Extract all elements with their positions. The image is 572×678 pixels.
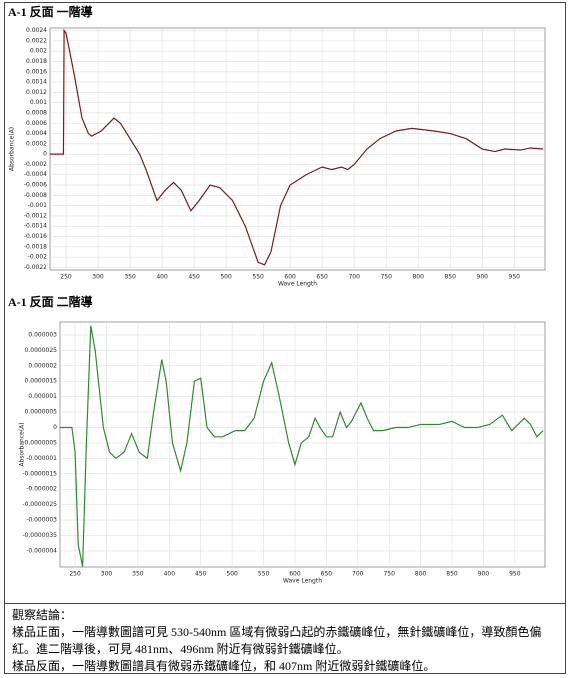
notes-paragraph: 樣品反面，一階導數圖譜具有微弱赤鐵礦峰位，和 407nm 附近微弱針鐵礦峰位。 [12,659,436,673]
notes-heading: 觀察結論： [12,608,73,622]
x-tick-label: 600 [289,571,301,578]
y-tick-label: -0.0002 [24,161,47,168]
y-tick-label: -0.0000015 [22,470,57,477]
x-tick-label: 550 [252,274,264,281]
y-tick-label: -0.000001 [26,455,57,462]
y-tick-label: 0.000003 [28,331,57,338]
y-tick-label: -0.0012 [24,212,47,219]
y-tick-label: 0.0002 [26,140,47,147]
y-tick-label: 0.0000025 [25,347,58,354]
x-tick-label: 800 [415,571,427,578]
x-tick-label: 400 [164,571,176,578]
y-tick-label: 0.001 [30,99,47,106]
y-tick-label: -0.0006 [24,182,47,189]
x-tick-label: 500 [220,274,232,281]
y-axis-label: Absorbance(A) [19,422,26,466]
y-tick-label: -0.0022 [24,264,47,271]
y-tick-label: -0.0016 [24,233,47,240]
y-tick-label: -0.0000035 [22,532,57,539]
x-tick-label: 950 [509,571,521,578]
data-line [50,28,544,266]
y-tick-label: 0.0004 [26,130,47,137]
y-tick-label: 0.0000005 [25,409,58,416]
x-tick-label: 700 [352,571,364,578]
notes: 觀察結論： 樣品正面，一階導數圖譜可見 530-540nm 區域有微弱凸起的赤鐵… [4,603,566,678]
x-tick-label: 900 [477,274,489,281]
x-tick-label: 450 [188,274,200,281]
y-tick-label: 0.0022 [26,37,47,44]
y-tick-label: 0 [43,151,47,158]
charts: A-1 反面 一階導0.00240.00220.0020.00180.00160… [8,4,546,585]
chart-title: A-1 反面 一階導 [8,4,93,19]
x-tick-label: 400 [156,274,168,281]
y-tick-label: -0.001 [28,202,48,209]
x-tick-label: 800 [412,274,424,281]
x-tick-label: 250 [69,571,81,578]
x-tick-label: 450 [195,571,207,578]
y-tick-label: 0.0006 [26,120,47,127]
y-tick-label: 0.0016 [26,68,47,75]
y-tick-label: -0.0000005 [22,439,57,446]
y-tick-label: -0.0000025 [22,501,57,508]
x-tick-label: 950 [509,274,521,281]
notes-paragraph: 樣品正面，一階導數圖譜可見 530-540nm 區域有微弱凸起的赤鐵礦峰位，無針… [12,625,542,656]
y-tick-label: -0.002 [28,254,48,261]
x-tick-label: 300 [101,571,113,578]
x-tick-label: 250 [60,274,72,281]
x-tick-label: 300 [92,274,104,281]
y-tick-label: 0.0014 [26,79,47,86]
x-tick-label: 850 [444,274,456,281]
y-tick-label: 0.002 [30,48,47,55]
x-tick-label: 350 [132,571,144,578]
y-tick-label: -0.0004 [24,171,47,178]
data-line [60,325,544,567]
x-tick-label: 900 [478,571,490,578]
x-tick-label: 700 [348,274,360,281]
x-tick-label: 750 [380,274,392,281]
y-tick-label: -0.000003 [26,517,57,524]
y-tick-label: -0.0014 [24,223,47,230]
y-tick-label: -0.000004 [26,547,57,554]
y-tick-label: 0 [53,424,57,431]
page-frame [4,2,566,674]
x-tick-label: 500 [226,571,238,578]
y-tick-label: 0.0008 [26,109,47,116]
y-tick-label: -0.0008 [24,192,47,199]
x-axis-label: Wave Length [283,578,322,585]
plot-area [59,321,546,568]
plot-area [49,27,546,271]
y-tick-label: 0.000002 [28,362,57,369]
x-tick-label: 750 [383,571,395,578]
x-tick-label: 650 [321,571,333,578]
y-axis-label: Absorbance(A) [9,127,16,171]
y-tick-label: 0.0024 [26,27,47,34]
x-axis-label: Wave Length [278,281,317,288]
y-tick-label: 0.0012 [26,89,47,96]
chart-title: A-1 反面 二階導 [8,294,93,309]
x-tick-label: 600 [284,274,296,281]
y-tick-label: 0.0018 [26,58,47,65]
x-tick-label: 350 [124,274,136,281]
y-tick-label: -0.000002 [26,486,57,493]
y-tick-label: 0.0000015 [25,378,58,385]
y-tick-label: -0.0018 [24,243,47,250]
x-tick-label: 650 [316,274,328,281]
x-tick-label: 850 [446,571,458,578]
x-tick-label: 550 [258,571,270,578]
y-tick-label: 0.000001 [28,393,57,400]
